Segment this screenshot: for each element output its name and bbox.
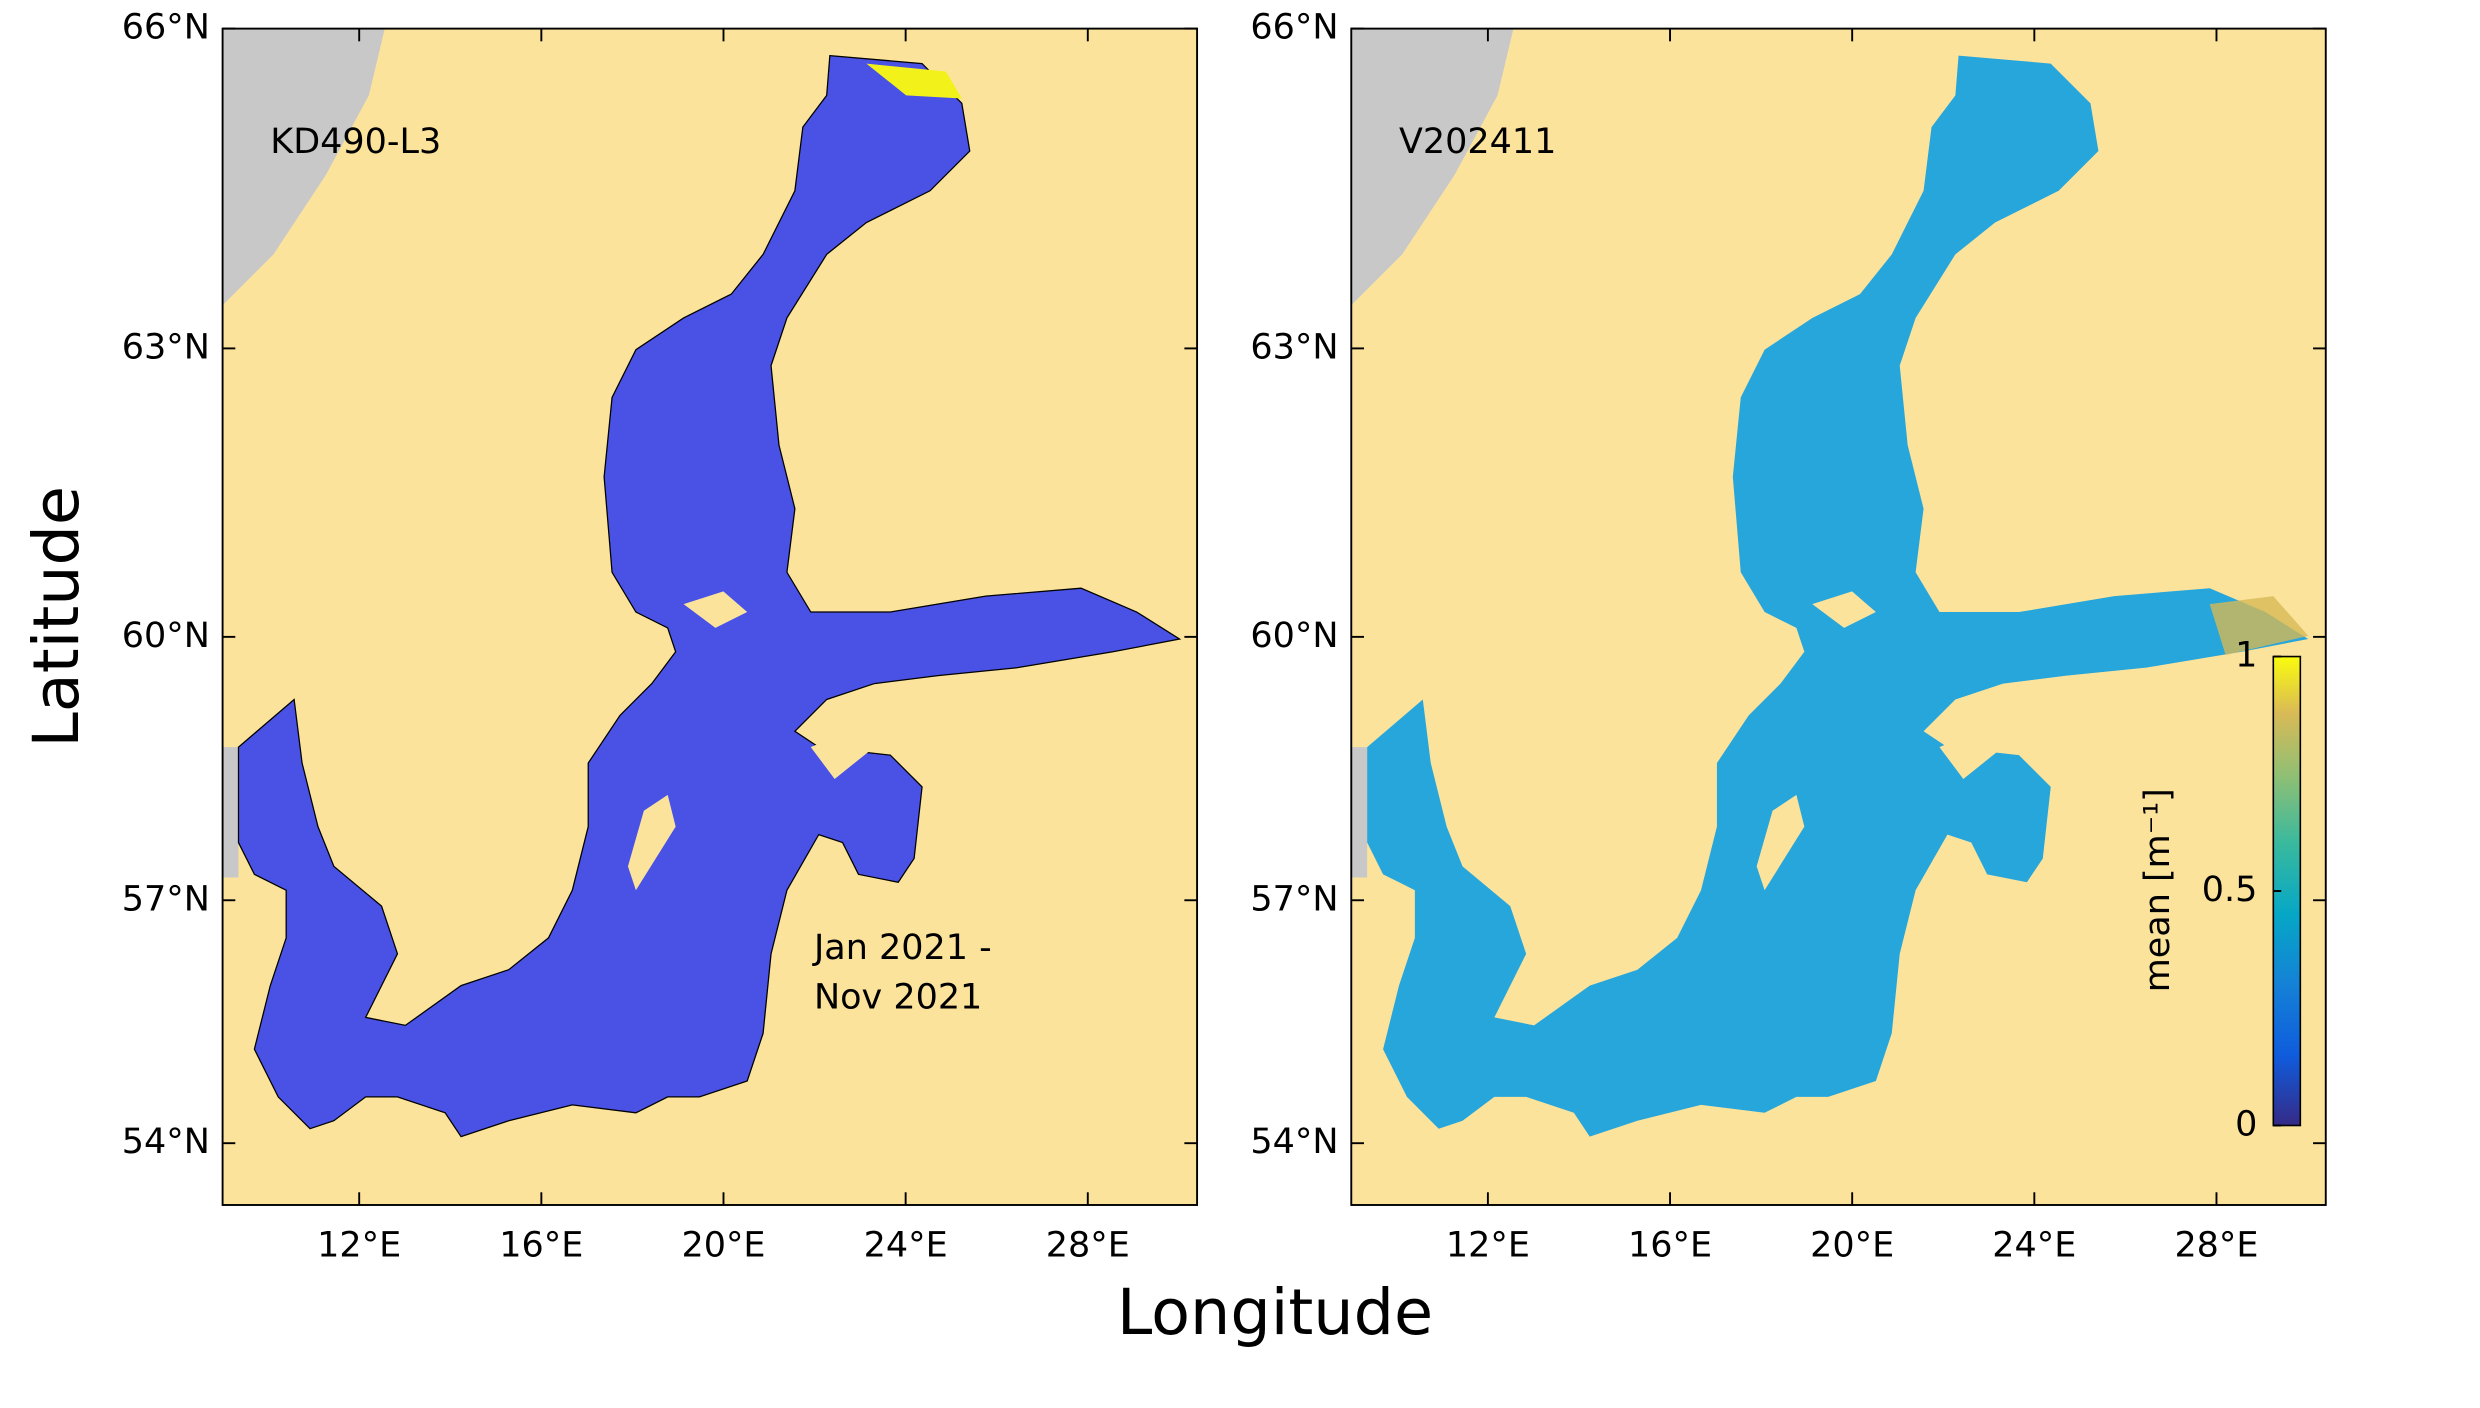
x-tick-label: 28°E <box>1046 1225 1130 1265</box>
annotation: Nov 2021 <box>814 977 982 1017</box>
map-panel-1 <box>222 28 1198 1205</box>
panel-label: V202411 <box>1399 122 1556 162</box>
colorbar-tick-label: 0 <box>2235 1105 2257 1145</box>
x-tick-label: 20°E <box>681 1225 765 1265</box>
x-tick-label: 20°E <box>1810 1225 1894 1265</box>
annotation: Jan 2021 - <box>812 928 992 968</box>
y-tick-label: 66°N <box>1250 8 1338 48</box>
x-axis-label: Longitude <box>1117 1275 1433 1349</box>
x-tick-label: 28°E <box>2174 1225 2258 1265</box>
x-tick-label: 24°E <box>864 1225 948 1265</box>
y-tick-label: 57°N <box>1250 879 1338 919</box>
x-tick-label: 24°E <box>1992 1225 2076 1265</box>
y-tick-label: 66°N <box>122 8 210 48</box>
y-tick-label: 60°N <box>1250 616 1338 656</box>
y-tick-label: 54°N <box>122 1122 210 1162</box>
y-tick-label: 60°N <box>122 616 210 656</box>
y-tick-label: 54°N <box>1250 1122 1338 1162</box>
y-tick-label: 57°N <box>122 879 210 919</box>
x-tick-label: 12°E <box>1446 1225 1530 1265</box>
map-panel-2 <box>1351 28 2326 1205</box>
colorbar-label: mean [m⁻¹] <box>2138 788 2178 992</box>
high-values <box>2209 596 2309 655</box>
high-values <box>866 63 962 99</box>
y-tick-label: 63°N <box>122 327 210 367</box>
x-tick-label: 16°E <box>1628 1225 1712 1265</box>
colorbar-tick-label: 1 <box>2235 636 2257 676</box>
x-tick-label: 16°E <box>499 1225 583 1265</box>
axes-frame <box>1350 27 2327 1206</box>
y-axis-label: Latitude <box>19 486 93 748</box>
colorbar-tick-label: 0.5 <box>2202 870 2258 910</box>
axes-frame <box>221 27 1199 1206</box>
y-tick-label: 63°N <box>1250 327 1338 367</box>
panel-label: KD490-L3 <box>270 122 441 162</box>
x-tick-label: 12°E <box>317 1225 401 1265</box>
